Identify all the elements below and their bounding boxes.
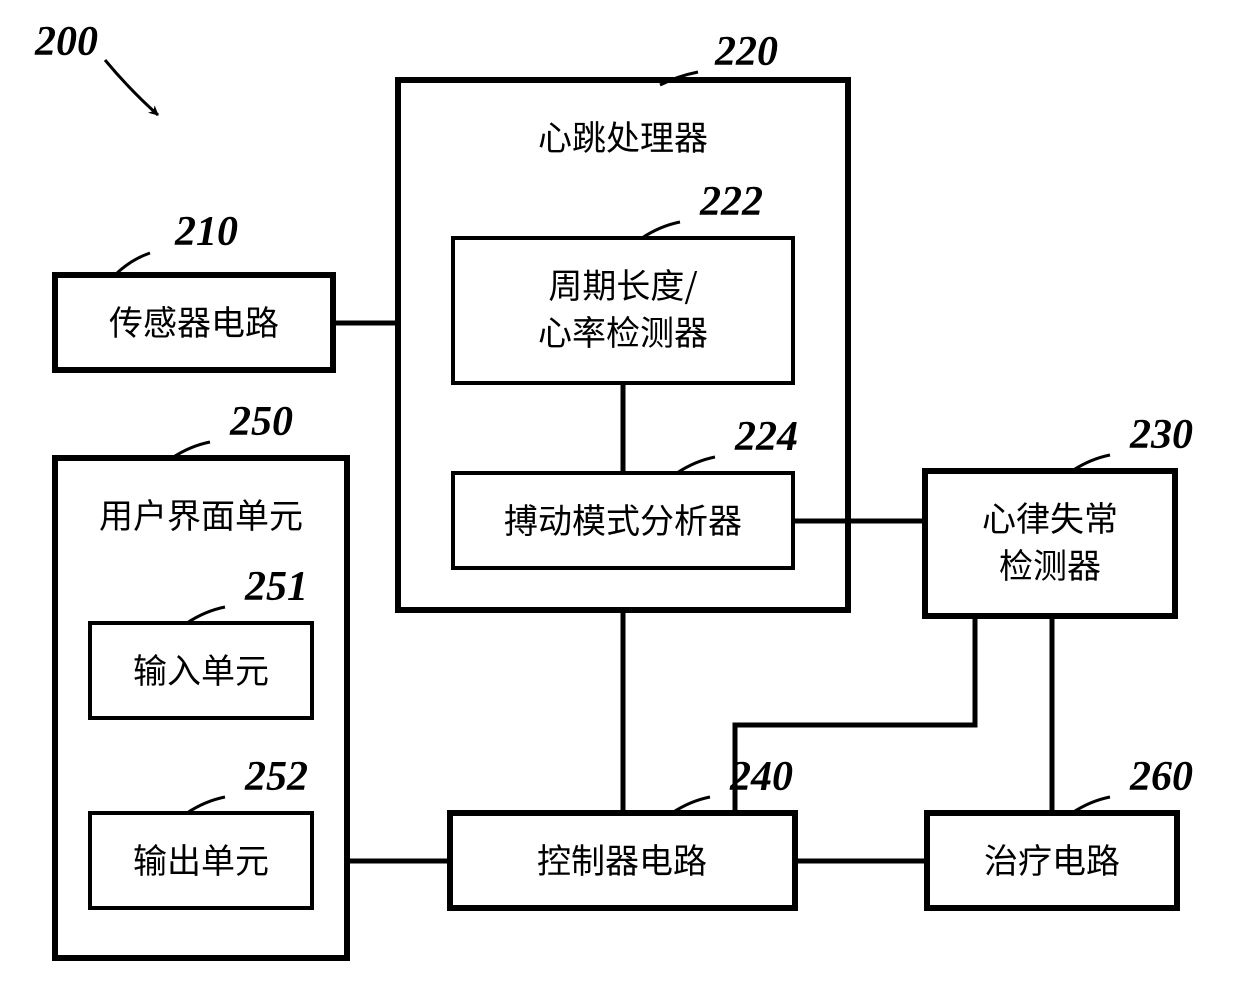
block-refnum-b260: 260	[1129, 754, 1193, 800]
block-refnum-b222: 222	[699, 179, 763, 225]
block-text-b240-0: 控制器电路	[537, 834, 707, 883]
diagram-canvas: 200 心跳处理器220 用户界面单元 250 传感器电路 210 周期长度/心率检测器 22…	[0, 0, 1240, 994]
block-text-b252-0: 输出单元	[133, 834, 269, 883]
figure-ref-label: 200	[34, 19, 98, 65]
block-text-b230-1: 检测器	[999, 539, 1101, 588]
block-text-b222-0: 周期长度/	[548, 259, 697, 308]
block-refnum-b252: 252	[244, 754, 308, 800]
block-text-b260-0: 治疗电路	[984, 834, 1120, 883]
block-refnum-b240: 240	[729, 754, 793, 800]
block-text-b220-0: 心跳处理器	[538, 111, 708, 160]
block-refnum-b251: 251	[244, 564, 308, 610]
block-refnum-b230: 230	[1129, 412, 1193, 458]
block-refnum-b250: 250	[229, 399, 293, 445]
block-refnum-b220: 220	[714, 29, 778, 75]
block-text-b250-0: 用户界面单元	[99, 489, 303, 538]
block-text-b224-0: 搏动模式分析器	[504, 494, 742, 543]
block-refnum-b210: 210	[174, 209, 238, 255]
block-text-b251-0: 输入单元	[133, 644, 269, 693]
block-text-b230-0: 心律失常	[982, 492, 1118, 541]
block-text-b222-1: 心率检测器	[538, 306, 708, 355]
block-refnum-b224: 224	[734, 414, 798, 460]
block-text-b210-0: 传感器电路	[109, 296, 279, 345]
